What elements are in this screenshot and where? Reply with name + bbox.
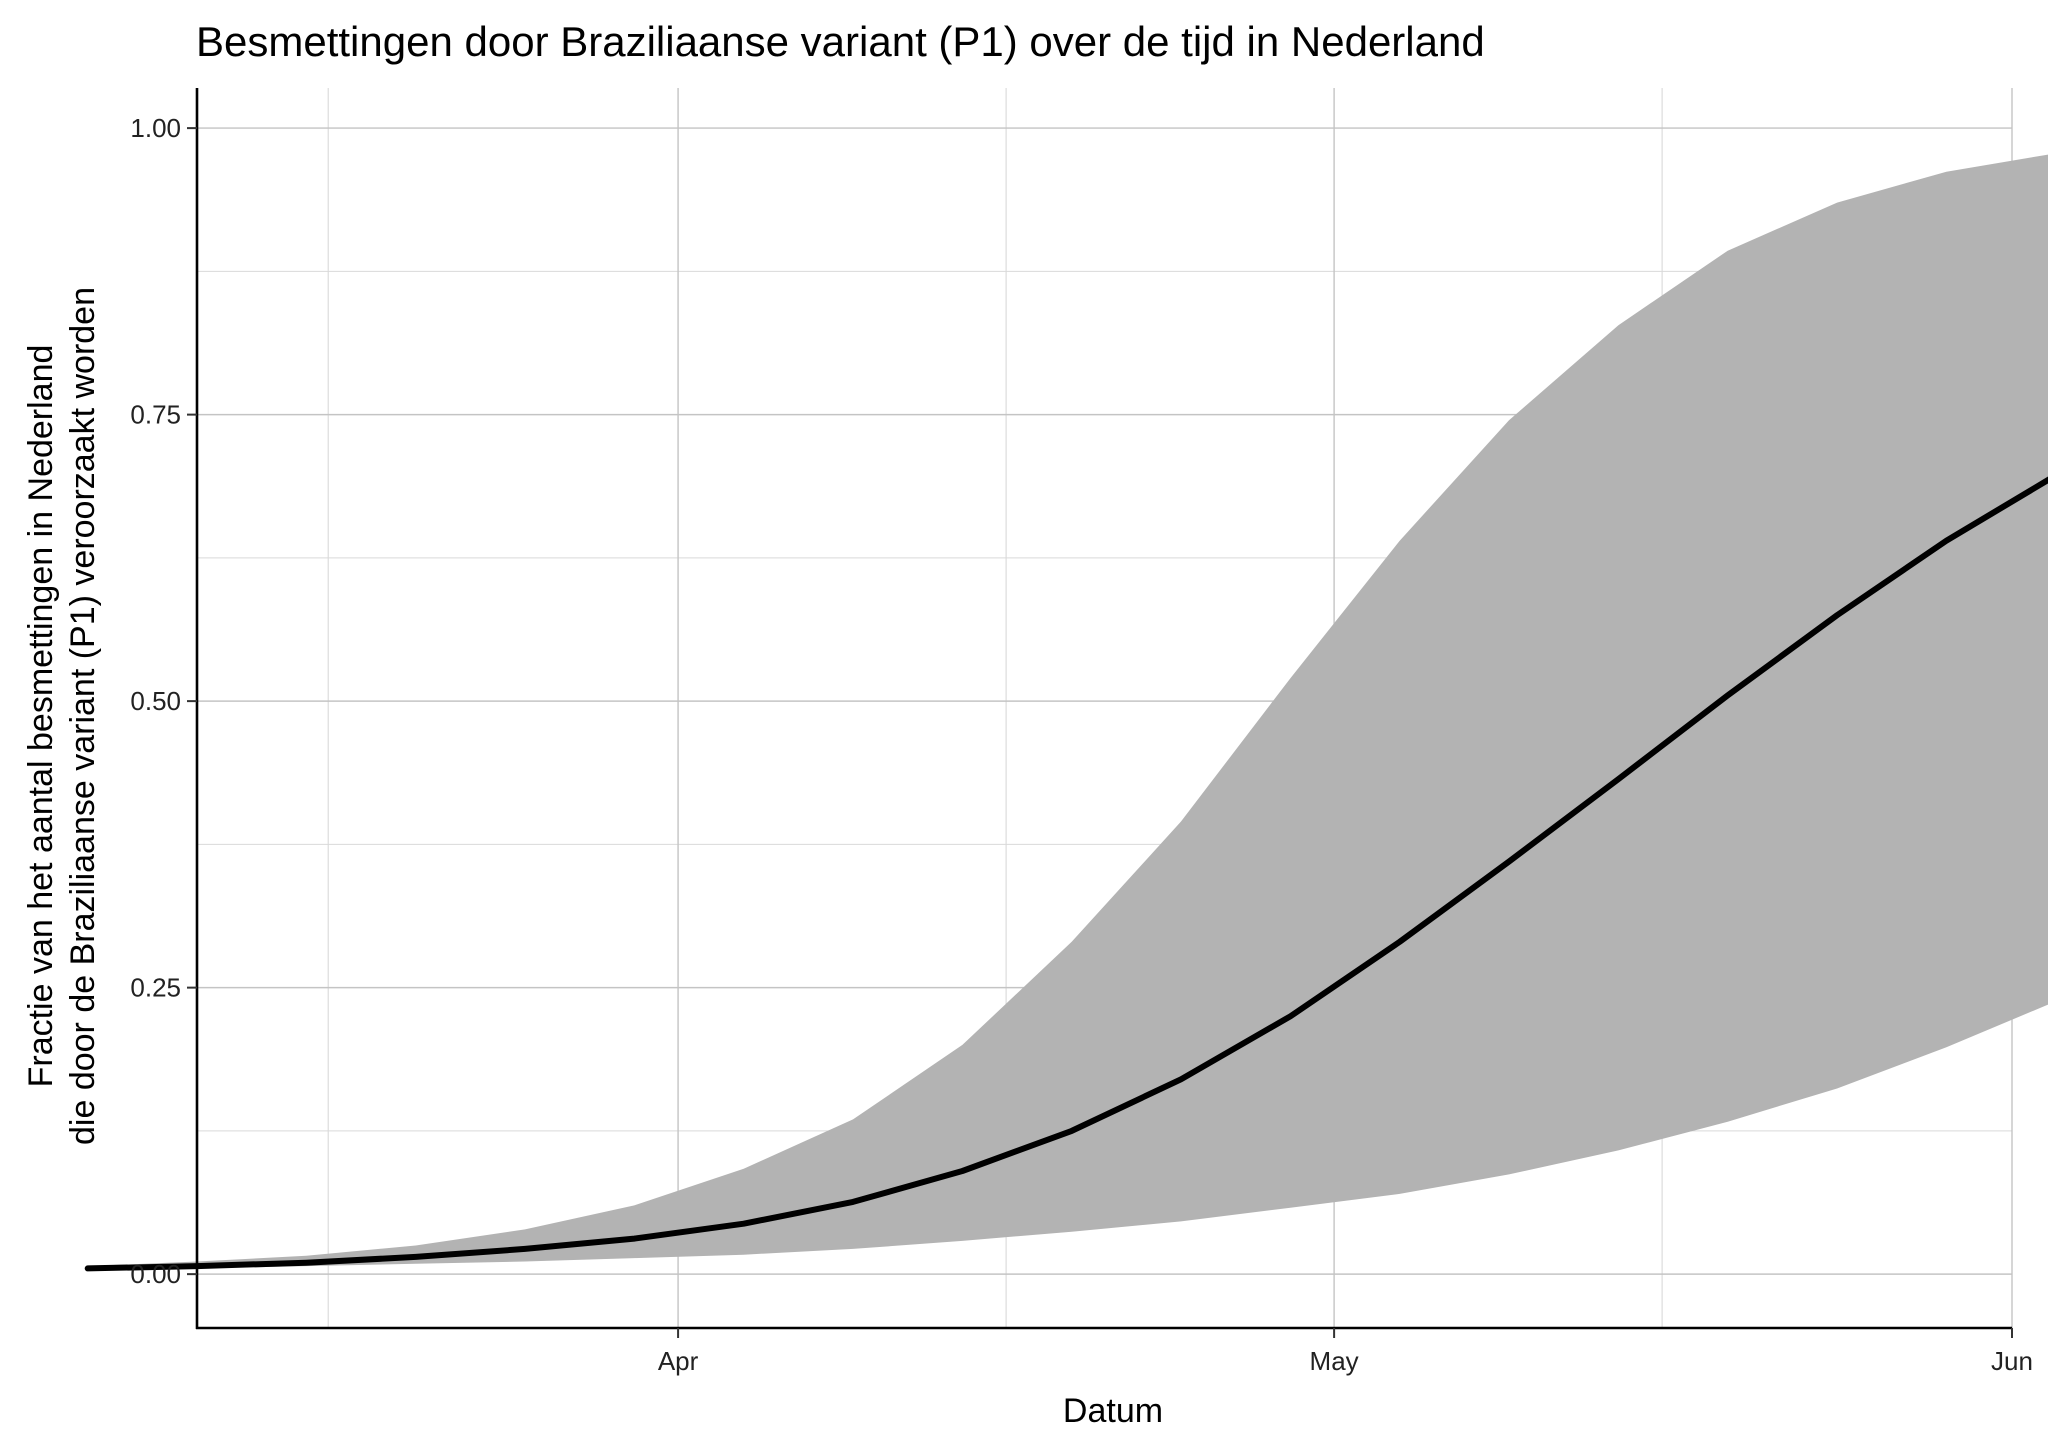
x-tick-label: Jun xyxy=(1991,1346,2033,1376)
x-axis-title: Datum xyxy=(1063,1392,1163,1430)
y-tick-label: 0.00 xyxy=(130,1259,181,1289)
y-tick-label: 0.25 xyxy=(130,973,181,1003)
chart-title: Besmettingen door Braziliaanse variant (… xyxy=(196,18,1485,65)
x-tick-label: May xyxy=(1310,1346,1359,1376)
ticks: 0.00 0.25 0.50 0.75 1.00 Apr May Jun xyxy=(130,113,2033,1376)
x-tick-label: Apr xyxy=(658,1346,699,1376)
y-tick-label: 0.50 xyxy=(130,686,181,716)
plot-area xyxy=(84,154,2048,1272)
y-axis-title-line-1: Fractie van het aantal besmettingen in N… xyxy=(22,345,60,1088)
y-axis-title-line-2: die door de Braziliaanse variant (P1) ve… xyxy=(64,287,102,1145)
y-axis-title: Fractie van het aantal besmettingen in N… xyxy=(22,287,102,1145)
y-tick-label: 0.75 xyxy=(130,400,181,430)
series-line xyxy=(84,476,2048,1272)
confidence-band xyxy=(87,154,2048,1270)
y-tick-label: 1.00 xyxy=(130,113,181,143)
